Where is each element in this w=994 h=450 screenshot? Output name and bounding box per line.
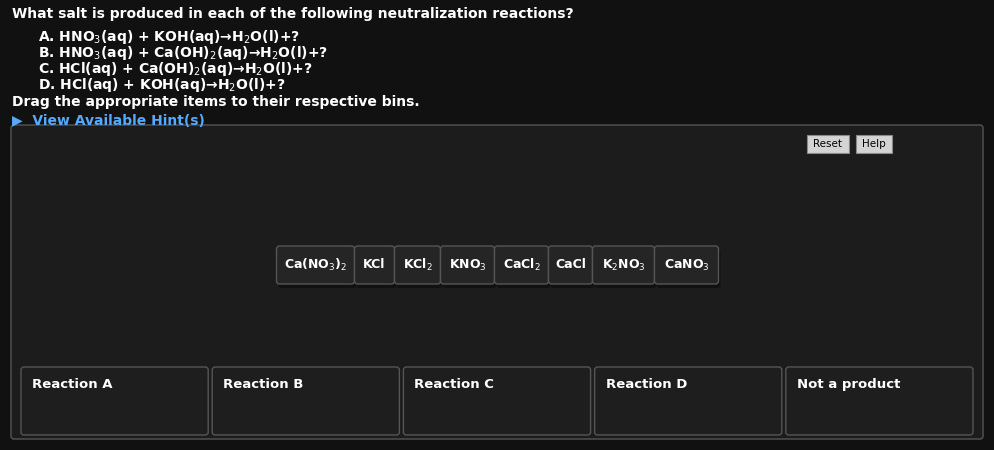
- Text: D. HCl(aq) + KOH(aq)→H$_2$O(l)+?: D. HCl(aq) + KOH(aq)→H$_2$O(l)+?: [38, 76, 285, 94]
- Text: Ca(NO$_3$)$_2$: Ca(NO$_3$)$_2$: [283, 257, 347, 273]
- FancyBboxPatch shape: [442, 250, 496, 288]
- FancyBboxPatch shape: [278, 250, 356, 288]
- FancyBboxPatch shape: [654, 246, 718, 284]
- FancyBboxPatch shape: [494, 246, 548, 284]
- FancyBboxPatch shape: [21, 367, 208, 435]
- Text: KNO$_3$: KNO$_3$: [448, 257, 486, 273]
- Text: A. HNO$_3$(aq) + KOH(aq)→H$_2$O(l)+?: A. HNO$_3$(aq) + KOH(aq)→H$_2$O(l)+?: [38, 28, 300, 46]
- FancyBboxPatch shape: [785, 367, 972, 435]
- FancyBboxPatch shape: [806, 135, 848, 153]
- FancyBboxPatch shape: [593, 250, 656, 288]
- FancyBboxPatch shape: [212, 367, 399, 435]
- FancyBboxPatch shape: [354, 246, 394, 284]
- FancyBboxPatch shape: [591, 246, 654, 284]
- Text: C. HCl(aq) + Ca(OH)$_2$(aq)→H$_2$O(l)+?: C. HCl(aq) + Ca(OH)$_2$(aq)→H$_2$O(l)+?: [38, 60, 312, 78]
- Text: Reaction B: Reaction B: [223, 378, 303, 391]
- FancyBboxPatch shape: [11, 125, 982, 439]
- FancyBboxPatch shape: [440, 246, 494, 284]
- FancyBboxPatch shape: [394, 246, 440, 284]
- Text: CaCl$_2$: CaCl$_2$: [502, 257, 540, 273]
- FancyBboxPatch shape: [496, 250, 550, 288]
- Text: What salt is produced in each of the following neutralization reactions?: What salt is produced in each of the fol…: [12, 7, 574, 21]
- FancyBboxPatch shape: [550, 250, 593, 288]
- Text: CaNO$_3$: CaNO$_3$: [663, 257, 709, 273]
- FancyBboxPatch shape: [548, 246, 591, 284]
- Text: Reaction C: Reaction C: [414, 378, 494, 391]
- Text: K$_2$NO$_3$: K$_2$NO$_3$: [601, 257, 645, 273]
- Text: Reaction D: Reaction D: [605, 378, 686, 391]
- Text: Reset: Reset: [813, 139, 842, 149]
- Text: KCl: KCl: [363, 258, 386, 271]
- FancyBboxPatch shape: [855, 135, 891, 153]
- Text: Reaction A: Reaction A: [32, 378, 112, 391]
- Text: ▶  View Available Hint(s): ▶ View Available Hint(s): [12, 114, 205, 128]
- FancyBboxPatch shape: [276, 246, 354, 284]
- FancyBboxPatch shape: [356, 250, 396, 288]
- Text: Not a product: Not a product: [796, 378, 900, 391]
- FancyBboxPatch shape: [403, 367, 590, 435]
- Text: CaCl: CaCl: [555, 258, 585, 271]
- Text: B. HNO$_3$(aq) + Ca(OH)$_2$(aq)→H$_2$O(l)+?: B. HNO$_3$(aq) + Ca(OH)$_2$(aq)→H$_2$O(l…: [38, 44, 328, 62]
- FancyBboxPatch shape: [656, 250, 720, 288]
- FancyBboxPatch shape: [594, 367, 781, 435]
- Text: Drag the appropriate items to their respective bins.: Drag the appropriate items to their resp…: [12, 95, 419, 109]
- Text: Help: Help: [861, 139, 885, 149]
- FancyBboxPatch shape: [396, 250, 442, 288]
- Text: KCl$_2$: KCl$_2$: [403, 257, 432, 273]
